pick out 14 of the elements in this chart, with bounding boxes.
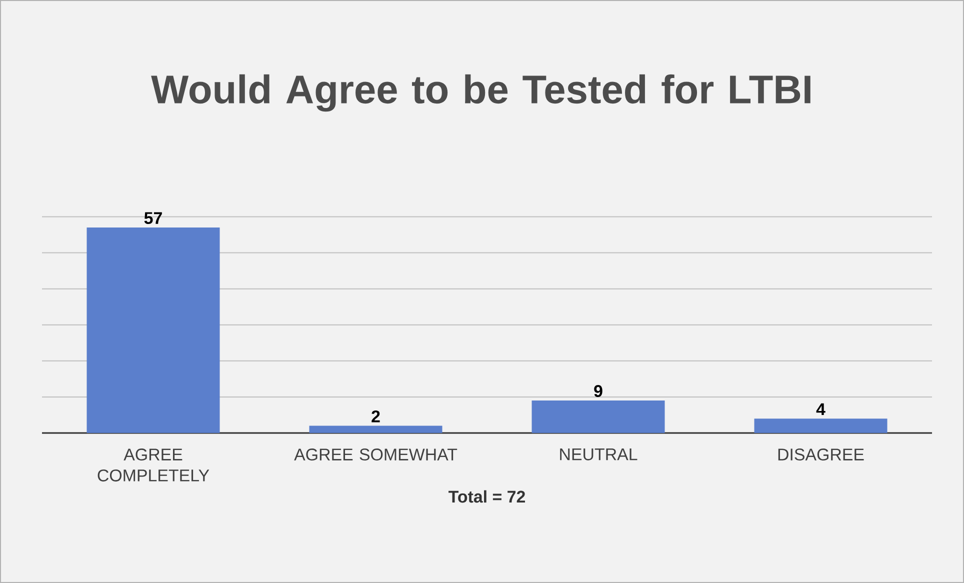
x-tick-label: DISAGREE — [778, 448, 864, 461]
bar — [86, 228, 220, 433]
data-label: 2 — [372, 410, 380, 422]
bar — [532, 400, 665, 433]
bar — [754, 418, 888, 433]
x-axis-title: Total = 72 — [448, 490, 525, 503]
data-label: 4 — [816, 403, 826, 416]
x-tick-label: NEUTRAL — [560, 448, 638, 460]
x-tick-label: AGREE COMPLETELY — [98, 448, 210, 482]
chart-title: Would Agree to be Tested for LTBI — [151, 74, 810, 112]
data-label: 9 — [594, 385, 602, 398]
data-label: 57 — [144, 212, 162, 224]
x-tick-label: AGREE SOMEWHAT — [294, 448, 458, 461]
bar — [309, 426, 442, 433]
